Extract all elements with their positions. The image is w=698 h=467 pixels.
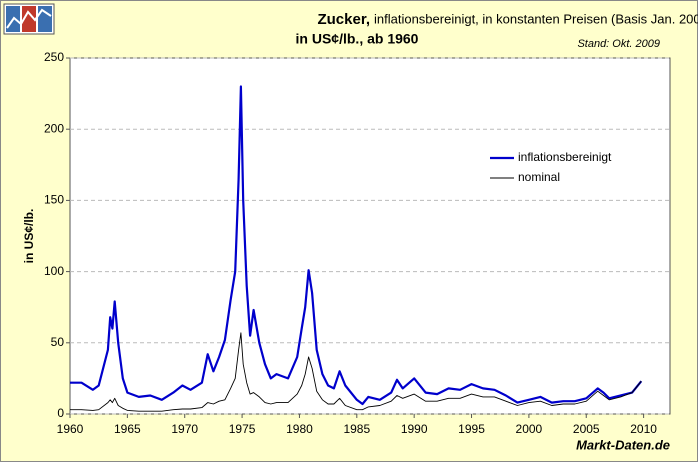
x-tick-label: 2005 <box>573 422 600 436</box>
plot-area <box>69 57 671 415</box>
x-tick-label: 2000 <box>516 422 543 436</box>
legend-label: inflationsbereinigt <box>518 150 612 164</box>
x-tick-label: 1965 <box>114 422 141 436</box>
x-tick-label: 2010 <box>630 422 657 436</box>
x-tick-label: 1985 <box>343 422 370 436</box>
x-tick-label: 1975 <box>229 422 256 436</box>
legend-label: nominal <box>518 170 560 184</box>
y-tick-label: 200 <box>44 121 64 135</box>
x-tick-label: 1990 <box>401 422 428 436</box>
x-tick-label: 1970 <box>171 422 198 436</box>
y-tick-label: 250 <box>44 50 64 64</box>
y-tick-label: 50 <box>51 335 65 349</box>
y-tick-label: 150 <box>44 193 64 207</box>
y-tick-label: 0 <box>57 406 64 420</box>
y-axis-label: in US¢/lb. <box>22 209 36 264</box>
x-tick-label: 1995 <box>458 422 485 436</box>
logo <box>3 3 55 35</box>
chart-title-suffix: inflationsbereinigt, in konstanten Preis… <box>374 11 698 26</box>
note: Stand: Okt. 2009 <box>577 38 660 50</box>
y-tick-label: 100 <box>44 264 64 278</box>
x-tick-label: 1960 <box>57 422 84 436</box>
chart-title: Zucker, <box>317 11 370 28</box>
series-line <box>70 85 643 406</box>
chart-subtitle: in US¢/lb., ab 1960 <box>296 31 419 47</box>
source: Markt-Daten.de <box>576 437 670 452</box>
series-line <box>70 332 642 412</box>
x-tick-label: 1980 <box>286 422 313 436</box>
